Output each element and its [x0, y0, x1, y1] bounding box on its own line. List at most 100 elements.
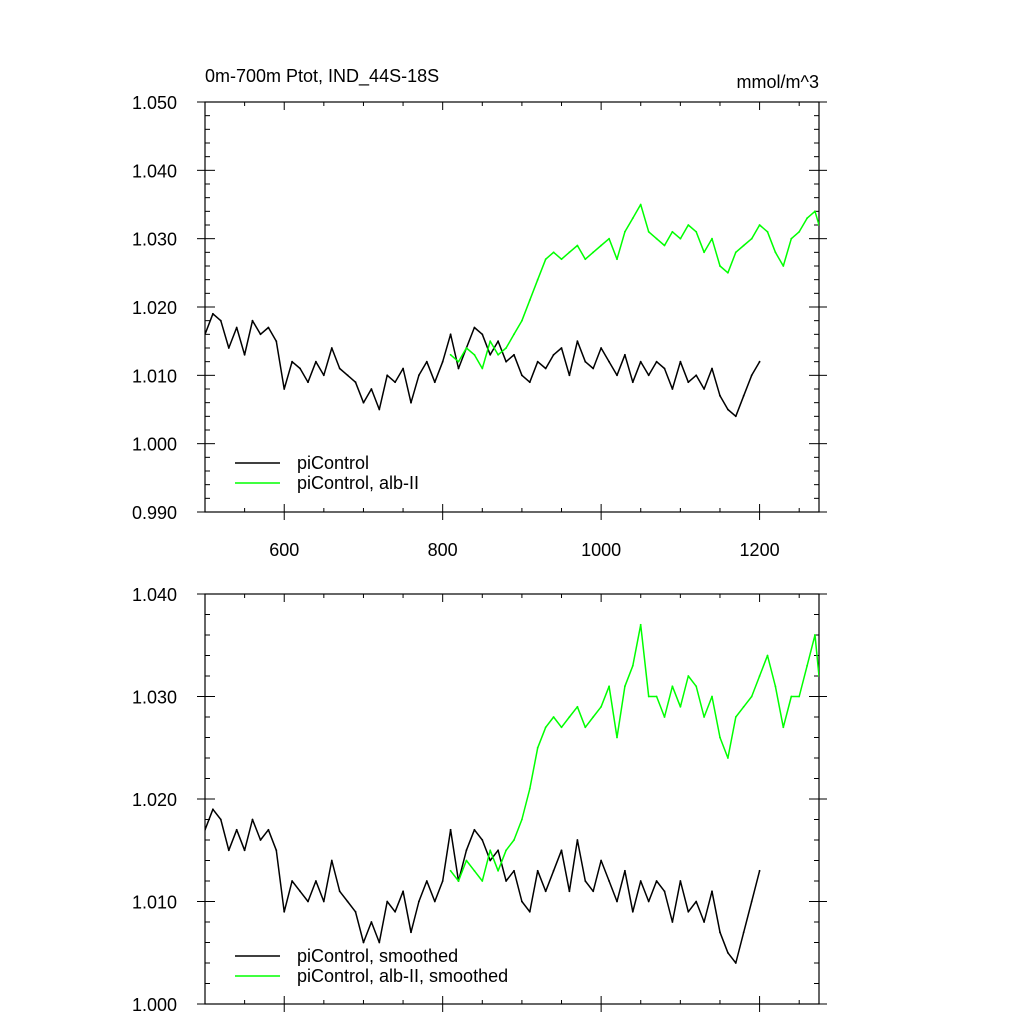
data-point	[719, 265, 721, 267]
data-point	[465, 849, 468, 852]
data-point	[711, 890, 713, 893]
data-point	[695, 374, 698, 377]
data-point	[378, 408, 381, 411]
data-point	[671, 388, 674, 390]
data-point	[521, 818, 523, 821]
y-tick-label: 1.040	[132, 161, 177, 181]
data-point	[608, 880, 610, 882]
data-point	[235, 326, 238, 329]
data-point	[315, 880, 317, 882]
data-point	[758, 869, 761, 872]
data-point	[552, 353, 555, 356]
data-point	[624, 230, 626, 233]
data-point	[227, 347, 230, 349]
data-point	[441, 880, 444, 882]
data-point	[695, 685, 698, 688]
data-point	[608, 685, 610, 688]
data-point	[497, 869, 499, 872]
y-tick-label: 1.000	[132, 435, 177, 455]
data-point	[679, 880, 682, 882]
data-point	[560, 726, 563, 729]
data-point	[505, 360, 507, 363]
data-point	[497, 340, 499, 343]
data-point	[544, 258, 547, 261]
y-tick-label: 1.030	[132, 230, 177, 250]
data-point	[552, 251, 555, 254]
y-tick-label: 1.000	[132, 995, 177, 1015]
data-point	[307, 381, 309, 384]
chart-title: 0m-700m Ptot, IND_44S-18S	[205, 66, 439, 87]
data-point	[798, 230, 801, 233]
data-point	[505, 849, 507, 852]
data-point	[806, 217, 808, 220]
data-point	[647, 695, 650, 698]
data-point	[394, 381, 396, 384]
data-point	[703, 251, 705, 254]
data-point	[758, 360, 761, 363]
data-point	[552, 869, 555, 872]
y-tick-label: 1.030	[132, 688, 177, 708]
series-line-picontrol	[205, 313, 761, 418]
data-point	[584, 360, 587, 363]
data-point	[513, 333, 515, 336]
data-point	[703, 921, 705, 923]
data-point	[703, 388, 705, 390]
data-point	[679, 360, 682, 363]
data-point	[465, 859, 468, 862]
data-point	[671, 921, 674, 923]
y-tick-label: 1.020	[132, 790, 177, 810]
data-point	[782, 726, 785, 729]
data-point	[592, 716, 595, 718]
data-point	[655, 880, 658, 882]
data-point	[291, 880, 293, 882]
data-point	[489, 859, 492, 862]
data-point	[703, 716, 705, 718]
data-point	[219, 319, 222, 322]
data-point	[378, 941, 381, 944]
data-point	[584, 880, 587, 882]
data-point	[449, 869, 452, 872]
data-point	[449, 333, 452, 336]
data-point	[473, 828, 476, 831]
data-layer	[205, 203, 819, 418]
data-point	[631, 217, 634, 220]
data-point	[560, 347, 563, 349]
data-point	[299, 367, 301, 370]
data-point	[338, 890, 341, 893]
data-point	[600, 244, 602, 247]
y-tick-label: 1.010	[132, 893, 177, 913]
data-point	[362, 401, 365, 404]
data-point	[481, 367, 484, 370]
data-point	[758, 224, 761, 226]
data-point	[283, 910, 286, 913]
data-point	[584, 726, 587, 729]
data-point	[386, 374, 389, 377]
data-point	[235, 828, 238, 831]
data-point	[631, 910, 634, 913]
y-tick-label: 0.990	[132, 503, 177, 523]
legend-label: piControl	[297, 453, 369, 473]
data-point	[267, 326, 270, 329]
plot-frame	[204, 101, 820, 513]
data-point	[330, 347, 333, 349]
data-point	[275, 849, 278, 852]
data-point	[734, 415, 737, 418]
data-point	[742, 705, 745, 708]
data-point	[418, 900, 420, 903]
data-layer	[205, 623, 819, 964]
data-point	[727, 408, 729, 411]
data-point	[315, 360, 317, 363]
legend-label: piControl, alb-II	[297, 473, 419, 493]
data-point	[394, 910, 396, 913]
data-point	[750, 695, 753, 698]
data-point	[251, 319, 254, 322]
data-point	[711, 695, 713, 698]
data-point	[497, 353, 499, 356]
data-point	[639, 880, 642, 882]
data-point	[695, 230, 698, 233]
data-point	[600, 347, 602, 349]
data-point	[734, 251, 737, 254]
data-point	[600, 705, 602, 708]
data-point	[734, 962, 737, 964]
